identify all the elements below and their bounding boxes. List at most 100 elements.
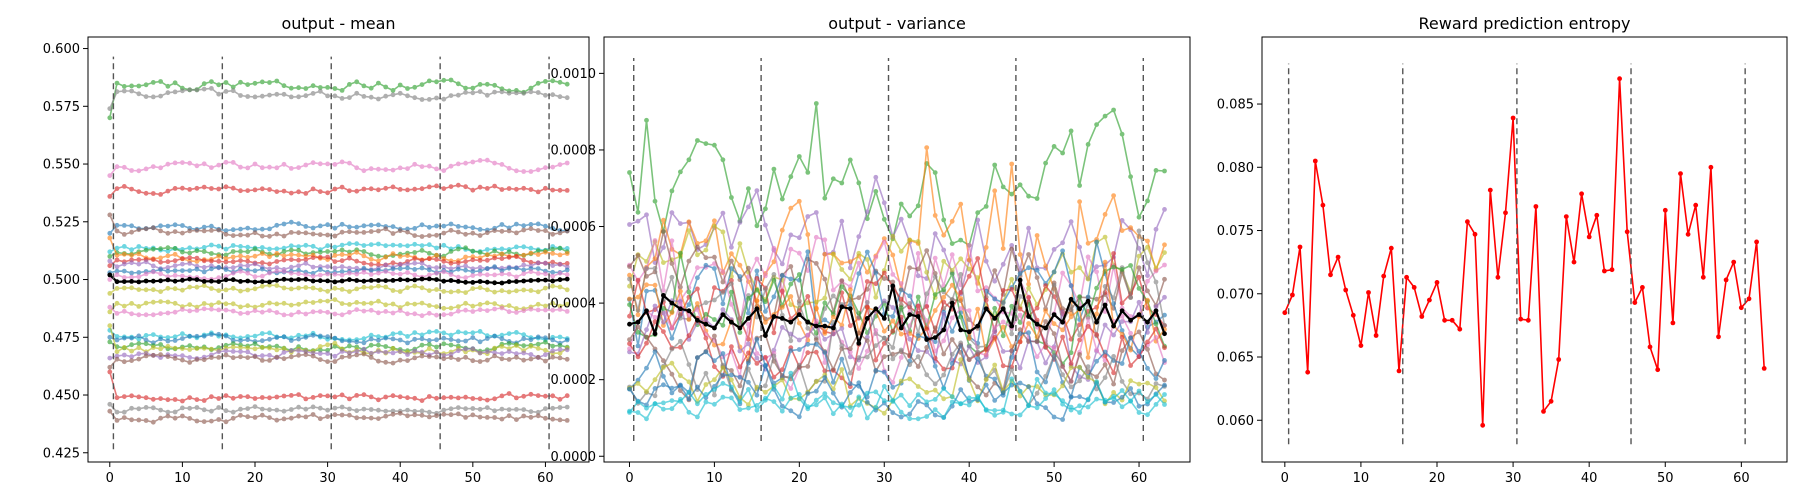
series-8-point — [187, 250, 193, 256]
series-25-point — [245, 414, 251, 420]
series-1-point — [1128, 174, 1133, 180]
series-18-point — [325, 334, 330, 340]
series-2-point — [172, 89, 178, 95]
series-14-point — [703, 335, 709, 341]
series-24-point — [158, 407, 164, 413]
series-5-point — [180, 223, 185, 228]
series-2-line — [629, 176, 1166, 295]
series-22-point — [223, 352, 229, 358]
series-7-point — [1094, 239, 1099, 245]
series-3-point — [172, 160, 178, 166]
series-19-point — [143, 341, 149, 347]
series-12-point — [514, 265, 519, 271]
series-23-point — [281, 393, 287, 399]
series-7-point — [521, 244, 527, 250]
series-7-point — [635, 343, 641, 349]
series-11-point — [296, 263, 301, 269]
series-8-point — [535, 248, 541, 254]
series-4-point — [129, 186, 135, 192]
series-3-point — [426, 163, 432, 169]
series-25-point — [143, 418, 149, 423]
series-17-point — [143, 333, 149, 338]
series-22-point — [499, 356, 505, 362]
series-4-point — [361, 186, 367, 192]
series-17-point — [1034, 390, 1040, 396]
series-1-point — [376, 80, 381, 86]
series-8-point — [958, 290, 964, 295]
series-15-point — [1017, 327, 1023, 332]
series-21-point — [856, 394, 862, 400]
series-3-point — [499, 162, 505, 167]
series-24-point — [267, 407, 272, 413]
series-13-point — [303, 272, 309, 278]
mean-series-point — [448, 278, 454, 283]
series-4-point — [890, 233, 896, 239]
series-3-point — [238, 164, 243, 170]
series-14-point — [1000, 363, 1006, 369]
series-16-point — [274, 310, 280, 315]
y-tick-label: 0.065 — [1217, 351, 1254, 366]
series-21-point — [281, 349, 287, 355]
series-4-point — [347, 188, 352, 194]
series-1-point — [1662, 207, 1668, 213]
series-18-point — [543, 335, 548, 341]
series-11-point — [1026, 321, 1031, 326]
series-13-point — [339, 272, 345, 278]
series-17-point — [1009, 367, 1015, 373]
series-13-point — [907, 323, 913, 329]
series-21-point — [712, 401, 717, 407]
series-1-point — [361, 83, 367, 89]
series-20-point — [492, 345, 497, 351]
series-8-point — [288, 247, 294, 253]
series-22-point — [463, 354, 468, 360]
series-25-point — [238, 412, 243, 418]
mean-series-point — [992, 316, 998, 321]
series-14-point — [535, 289, 541, 295]
series-1-point — [703, 141, 709, 147]
series-16-point — [557, 307, 563, 312]
series-1-point — [397, 82, 403, 88]
series-24 — [107, 401, 570, 416]
series-2-point — [310, 91, 316, 96]
series-7-point — [426, 242, 432, 248]
series-12-point — [484, 266, 490, 271]
series-21-point — [1119, 404, 1125, 410]
series-2-point — [484, 92, 490, 98]
series-5-point — [932, 255, 938, 261]
series-11-point — [695, 301, 700, 306]
mean-series-point — [230, 277, 236, 283]
series-14-point — [477, 285, 483, 291]
series-4-point — [535, 189, 541, 195]
series-8-point — [729, 278, 734, 283]
series-22-point — [114, 356, 120, 362]
series-15-point — [194, 304, 200, 310]
series-1-point — [1685, 231, 1691, 237]
series-21-point — [296, 348, 301, 353]
series-14-point — [543, 285, 548, 291]
series-22-point — [535, 354, 541, 360]
series-8-point — [209, 251, 214, 256]
series-16-point — [514, 310, 519, 315]
series-5-point — [310, 225, 316, 231]
series-12-point — [644, 327, 649, 333]
series-13-point — [383, 269, 389, 274]
series-18-point — [209, 332, 214, 337]
series-6-point — [881, 276, 887, 281]
series-14-point — [1085, 324, 1091, 329]
series-1-point — [788, 174, 794, 180]
series-12-point — [737, 348, 743, 354]
series-11-point — [966, 335, 972, 341]
series-13-point — [499, 271, 505, 277]
series-11-point — [310, 264, 316, 270]
series-11-point — [347, 265, 352, 271]
series-6-point — [564, 228, 570, 234]
series-22-point — [347, 354, 352, 359]
series-12-point — [703, 317, 709, 323]
series-2-point — [644, 212, 649, 218]
series-1-point — [763, 206, 768, 212]
mean-series-point — [1000, 306, 1006, 312]
series-18-point — [528, 337, 534, 343]
series-7-point — [245, 244, 251, 250]
series-4-point — [332, 186, 338, 192]
series-22-point — [470, 358, 476, 364]
